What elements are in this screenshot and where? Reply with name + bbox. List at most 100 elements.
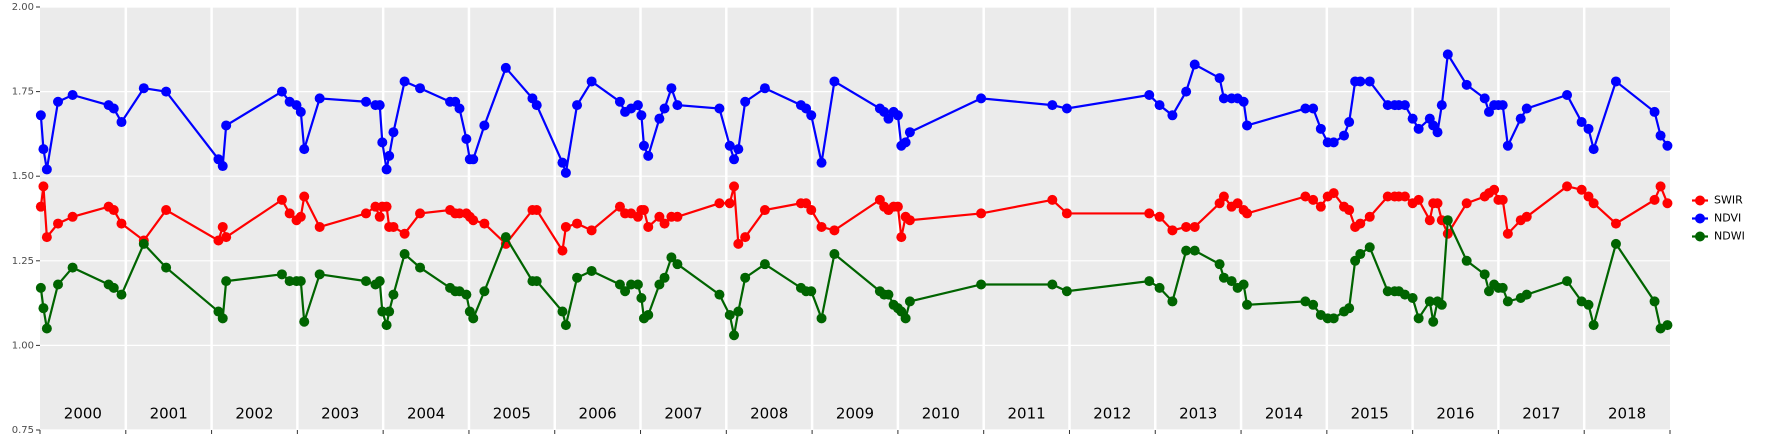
data-point: [468, 154, 479, 165]
y-tick-label: 1.50: [12, 171, 34, 182]
year-label: 2013: [1179, 405, 1217, 423]
data-point: [654, 113, 665, 124]
data-point: [643, 150, 654, 161]
data-point: [572, 218, 583, 229]
data-point: [557, 245, 568, 256]
data-point: [161, 86, 172, 97]
data-point: [217, 313, 228, 324]
data-point: [399, 228, 410, 239]
data-point: [896, 232, 907, 243]
data-point: [672, 211, 683, 222]
year-label: 2001: [150, 405, 188, 423]
data-point: [892, 110, 903, 121]
data-point: [53, 279, 64, 290]
data-point: [643, 221, 654, 232]
data-point: [666, 83, 677, 94]
year-label: 2002: [235, 405, 273, 423]
data-point: [557, 306, 568, 317]
data-point: [381, 164, 392, 175]
data-point: [468, 313, 479, 324]
data-point: [659, 218, 670, 229]
data-point: [636, 110, 647, 121]
data-point: [1521, 103, 1532, 114]
data-point: [276, 86, 287, 97]
data-point: [636, 293, 647, 304]
data-point: [729, 154, 740, 165]
data-point: [67, 211, 78, 222]
data-point: [1655, 181, 1666, 192]
data-point: [1413, 194, 1424, 205]
data-point: [479, 120, 490, 131]
data-point: [41, 323, 52, 334]
data-point: [1242, 208, 1253, 219]
data-point: [1502, 228, 1513, 239]
year-label: 2010: [922, 405, 960, 423]
data-point: [314, 221, 325, 232]
data-point: [904, 296, 915, 307]
data-point: [361, 96, 371, 107]
data-point: [1610, 218, 1621, 229]
data-point: [1328, 137, 1339, 148]
data-point: [361, 208, 371, 219]
data-point: [1479, 93, 1490, 104]
data-point: [654, 279, 665, 290]
data-point: [374, 276, 385, 287]
data-point: [1355, 218, 1366, 229]
data-point: [1047, 279, 1058, 290]
data-point: [161, 262, 172, 273]
data-point: [816, 313, 827, 324]
data-point: [41, 232, 52, 243]
data-point: [1649, 194, 1660, 205]
data-point: [1610, 76, 1621, 87]
data-point: [116, 117, 127, 128]
data-point: [1515, 113, 1526, 124]
data-point: [759, 83, 770, 94]
data-point: [976, 93, 987, 104]
data-point: [1189, 245, 1200, 256]
data-point: [1432, 127, 1443, 138]
data-point: [620, 286, 631, 297]
year-label: 2008: [750, 405, 788, 423]
data-point: [1344, 205, 1355, 216]
data-point: [500, 232, 511, 243]
year-label: 2003: [321, 405, 359, 423]
data-point: [801, 103, 812, 114]
data-point: [1521, 289, 1532, 300]
data-point: [714, 198, 725, 209]
data-point: [1214, 73, 1225, 84]
data-point: [299, 144, 310, 155]
data-point: [1521, 211, 1532, 222]
data-point: [1339, 130, 1349, 141]
data-point: [116, 289, 127, 300]
data-point: [374, 100, 385, 111]
data-point: [643, 309, 654, 320]
legend-label: NDWI: [1714, 230, 1745, 243]
data-point: [806, 286, 817, 297]
data-point: [370, 201, 381, 212]
data-point: [1154, 100, 1165, 111]
data-point: [1242, 120, 1253, 131]
data-point: [1218, 191, 1229, 202]
data-point: [1226, 276, 1237, 287]
data-point: [1144, 89, 1155, 100]
data-point: [816, 221, 827, 232]
data-point: [729, 330, 740, 341]
data-point: [1189, 221, 1200, 232]
data-point: [299, 316, 310, 327]
data-point: [714, 103, 725, 114]
data-point: [399, 249, 410, 260]
data-point: [221, 276, 232, 287]
data-point: [1350, 255, 1361, 266]
data-point: [560, 221, 571, 232]
data-point: [900, 137, 911, 148]
data-point: [454, 103, 465, 114]
data-point: [829, 249, 840, 260]
data-point: [1218, 272, 1229, 283]
data-point: [1167, 110, 1178, 121]
data-point: [384, 150, 395, 161]
data-point: [1562, 181, 1573, 192]
year-label: 2005: [493, 405, 531, 423]
data-point: [672, 259, 683, 270]
data-point: [586, 225, 597, 236]
